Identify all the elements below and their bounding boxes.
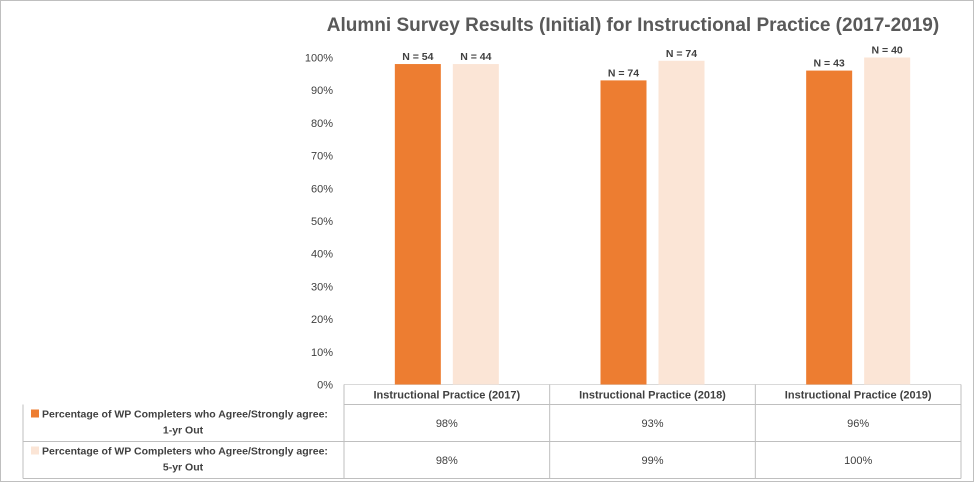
y-tick-label: 80% (311, 118, 333, 130)
bar-series1-1 (394, 64, 441, 385)
table-cell-series2-1: 98% (436, 455, 458, 467)
n-label-series2-1: N = 44 (460, 51, 491, 63)
bar-series1-2 (600, 80, 647, 385)
table-cell-series1-1: 98% (436, 418, 458, 430)
chart-title: Alumni Survey Results (Initial) for Inst… (327, 15, 939, 36)
table-cell-series2-2: 99% (641, 455, 663, 467)
y-tick-label: 60% (311, 183, 333, 195)
category-label-2: Instructional Practice (2018) (579, 390, 726, 402)
bar-series2-2 (658, 60, 705, 385)
legend-swatch-series1 (31, 409, 39, 418)
bar-series2-3 (864, 57, 911, 385)
category-label-3: Instructional Practice (2019) (785, 390, 932, 402)
category-label-1: Instructional Practice (2017) (373, 390, 520, 402)
legend-label-series2-line1: Percentage of WP Completers who Agree/St… (42, 446, 328, 458)
y-tick-label: 0% (317, 380, 333, 392)
legend-label-series2-line2: 5-yr Out (163, 462, 204, 474)
legend-swatch-series2 (31, 446, 39, 455)
y-tick-label: 70% (311, 151, 333, 163)
n-label-series2-2: N = 74 (666, 48, 697, 60)
y-tick-label: 40% (311, 249, 333, 261)
table-cell-series1-2: 93% (641, 418, 663, 430)
bar-series2-1 (452, 64, 499, 385)
n-label-series1-3: N = 43 (814, 58, 845, 70)
legend-label-series1-line1: Percentage of WP Completers who Agree/St… (42, 409, 328, 421)
legend-label-series1-line2: 1-yr Out (163, 425, 204, 437)
n-label-series2-3: N = 40 (872, 45, 903, 57)
y-tick-label: 90% (311, 85, 333, 97)
n-label-series1-1: N = 54 (402, 51, 433, 63)
y-tick-label: 10% (311, 347, 333, 359)
table-cell-series1-3: 96% (847, 418, 869, 430)
bar-series1-3 (806, 70, 853, 385)
y-tick-label: 50% (311, 216, 333, 228)
y-tick-label: 30% (311, 281, 333, 293)
n-labels: N = 54 N = 44 N = 74 N = 74 N = 43 N = 40 (402, 45, 903, 80)
y-tick-label: 100% (305, 53, 333, 65)
bars (394, 57, 911, 385)
y-tick-label: 20% (311, 314, 333, 326)
n-label-series1-2: N = 74 (608, 67, 639, 79)
y-axis: 0% 10% 20% 30% 40% 50% 60% 70% 80% 90% 100% (305, 53, 333, 392)
data-table: Instructional Practice (2017) Instruction… (22, 384, 962, 479)
table-cell-series2-3: 100% (844, 455, 872, 467)
